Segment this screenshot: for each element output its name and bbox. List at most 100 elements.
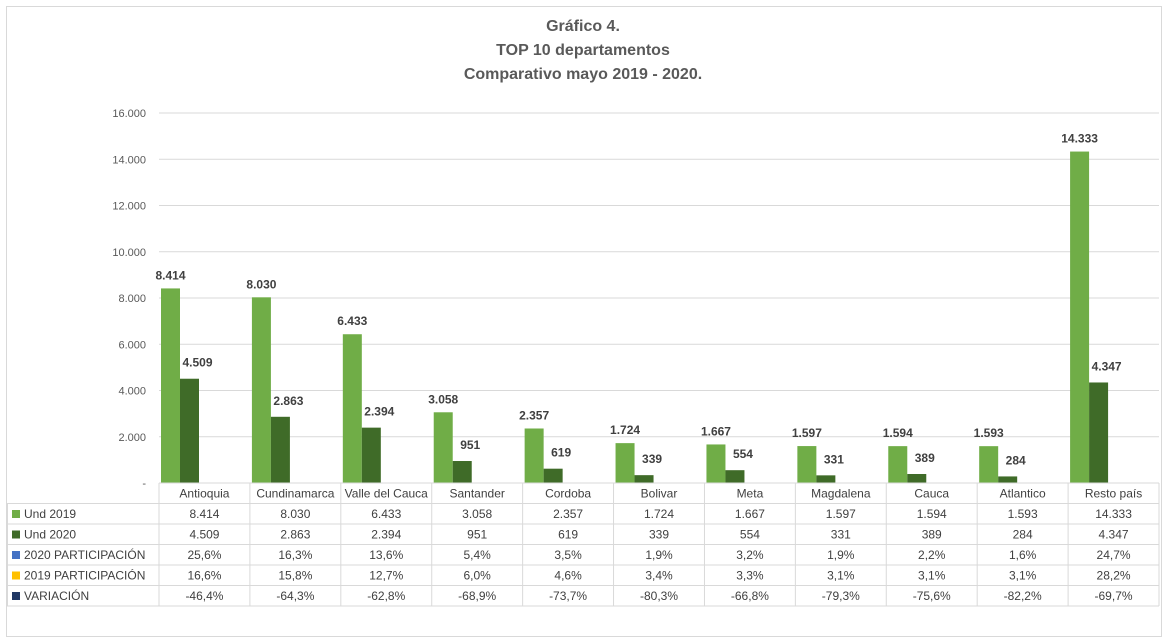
data-label: 1.594 <box>883 426 913 440</box>
category-label: Meta <box>737 487 764 501</box>
data-label: 3.058 <box>428 392 458 406</box>
table-cell: -82,2% <box>1004 589 1042 603</box>
data-label: 331 <box>824 452 844 466</box>
table-cell: 554 <box>740 528 760 542</box>
table-cell: 3,1% <box>1009 569 1037 583</box>
y-tick-label: 2.000 <box>118 432 146 444</box>
data-label: 4.509 <box>182 356 212 370</box>
category-label: Cundinamarca <box>256 487 334 501</box>
data-label: 1.724 <box>610 423 640 437</box>
row-label: 2019 PARTICIPACIÓN <box>24 568 145 583</box>
bar-und-2020 <box>634 475 654 483</box>
table-cell: 8.030 <box>280 507 310 521</box>
bar-und-2019 <box>797 446 817 483</box>
y-tick-label: 4.000 <box>118 386 146 398</box>
bar-und-2020 <box>361 427 381 483</box>
legend-key <box>12 510 20 518</box>
table-cell: 3,1% <box>827 569 855 583</box>
table-cell: 1.594 <box>917 507 947 521</box>
bar-und-2020 <box>452 461 472 483</box>
table-cell: 951 <box>467 528 487 542</box>
gridlines: - 2.000 4.000 6.000 8.000 10.000 12.000 14.000 1… <box>112 108 1159 490</box>
row-label: Und 2020 <box>24 528 76 542</box>
table-cell: -64,3% <box>276 589 314 603</box>
table-cell: 25,6% <box>187 548 221 562</box>
bar-und-2019 <box>251 297 271 483</box>
bar-und-2020 <box>270 416 290 483</box>
table-cell: 24,7% <box>1097 548 1131 562</box>
y-tick-label: 6.000 <box>118 339 146 351</box>
bar-und-2020 <box>998 476 1018 483</box>
table-cell: -75,6% <box>913 589 951 603</box>
table-cell: 4.347 <box>1099 528 1129 542</box>
bar-und-2019 <box>524 428 544 483</box>
table-cell: 331 <box>831 528 851 542</box>
table-cell: 16,3% <box>278 548 312 562</box>
y-tick-label: - <box>142 478 146 490</box>
data-label: 619 <box>551 446 571 460</box>
table-cell: 3,1% <box>918 569 946 583</box>
table-cell: 14.333 <box>1095 507 1132 521</box>
legend-key <box>12 592 20 600</box>
category-label: Antioquia <box>179 487 229 501</box>
table-cell: 16,6% <box>187 569 221 583</box>
legend-key <box>12 551 20 559</box>
bar-und-2019 <box>706 444 726 483</box>
table-cell: 15,8% <box>278 569 312 583</box>
category-label: Resto país <box>1085 487 1142 501</box>
table-cell: 1,9% <box>827 548 855 562</box>
table-cell: -66,8% <box>731 589 769 603</box>
table-cell: 1.597 <box>826 507 856 521</box>
row-label: VARIACIÓN <box>24 588 89 603</box>
table-cell: 13,6% <box>369 548 403 562</box>
data-label: 8.030 <box>246 277 276 291</box>
data-label: 8.414 <box>155 268 185 282</box>
table-cell: 389 <box>922 528 942 542</box>
bar-und-2020 <box>543 468 563 483</box>
table-cell: 1.667 <box>735 507 765 521</box>
table-cell: -80,3% <box>640 589 678 603</box>
table-cell: -73,7% <box>549 589 587 603</box>
data-label: 4.347 <box>1092 359 1122 373</box>
table-cell: 284 <box>1013 528 1033 542</box>
bar-und-2020 <box>816 475 836 483</box>
category-label: Cordoba <box>545 487 591 501</box>
chart-frame: Gráfico 4. TOP 10 departamentos Comparat… <box>6 6 1162 637</box>
chart-title-line-1: Gráfico 4. <box>546 18 620 35</box>
data-label: 554 <box>733 447 753 461</box>
table-cell: -62,8% <box>367 589 405 603</box>
y-tick-label: 10.000 <box>112 247 146 259</box>
row-label: 2020 PARTICIPACIÓN <box>24 547 145 562</box>
y-tick-label: 16.000 <box>112 108 146 120</box>
table-cell: 2.394 <box>371 528 401 542</box>
table-cell: 339 <box>649 528 669 542</box>
category-label: Bolivar <box>641 487 678 501</box>
table-cell: 1,9% <box>645 548 673 562</box>
table-cell: -79,3% <box>822 589 860 603</box>
table-cell: 3,2% <box>736 548 764 562</box>
table-cell: -69,7% <box>1095 589 1133 603</box>
data-table: Antioquia Cundinamarca Valle del Cauca Sant… <box>7 482 1160 607</box>
row-label: Und 2019 <box>24 507 76 521</box>
chart-title-line-3: Comparativo mayo 2019 - 2020. <box>464 66 702 83</box>
table-cell: 6.433 <box>371 507 401 521</box>
table-cell: 3,4% <box>645 569 673 583</box>
data-label: 2.863 <box>273 394 303 408</box>
bar-und-2019 <box>615 443 635 483</box>
category-label: Atlantico <box>1000 487 1046 501</box>
table-cell: -68,9% <box>458 589 496 603</box>
table-cell: 3,3% <box>736 569 764 583</box>
bar-und-2020 <box>907 474 927 483</box>
table-cell: 6,0% <box>464 569 492 583</box>
table-cell: 4,6% <box>554 569 582 583</box>
table-cell: 3,5% <box>554 548 582 562</box>
data-label: 339 <box>642 452 662 466</box>
data-label: 1.593 <box>974 426 1004 440</box>
table-cell: 5,4% <box>464 548 492 562</box>
y-tick-label: 12.000 <box>112 201 146 213</box>
legend-key <box>12 530 20 539</box>
table-cell: 28,2% <box>1097 569 1131 583</box>
data-label: 2.357 <box>519 408 549 422</box>
data-label: 284 <box>1006 453 1026 467</box>
data-label: 951 <box>460 438 480 452</box>
